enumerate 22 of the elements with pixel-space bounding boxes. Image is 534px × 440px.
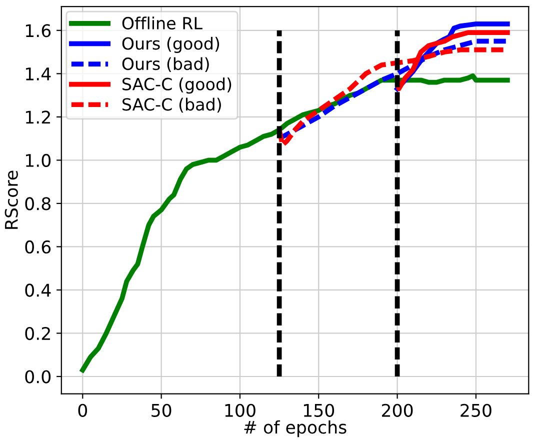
x-tick-label: 100 [225,404,256,417]
x-tick-label: 0 [78,404,88,417]
x-tick-label: 200 [382,404,413,417]
y-tick-label: 0.2 [25,326,50,340]
x-tick-label: 150 [304,404,334,417]
x-tick-label: 50 [152,404,172,417]
legend-label: SAC-C (good) [122,77,232,94]
y-tick-label: 0.4 [25,284,51,297]
y-tick-label: 1.0 [26,154,51,168]
legend-label: SAC-C (bad) [122,98,221,113]
y-tick-label: 0.8 [25,197,50,210]
y-tick-label: 1.6 [26,24,51,38]
y-tick-label: 0.6 [25,240,51,254]
y-axis-title: RScore [4,170,18,229]
x-axis-title: # of epochs [244,420,346,438]
y-tick-label: 1.4 [26,68,51,80]
y-tick-label: 0.0 [25,370,51,384]
y-tick-label: 1.2 [26,110,50,124]
legend-label: Offline RL [122,16,202,30]
legend-label: Ours (bad) [122,57,209,72]
legend-label: Ours (good) [122,36,220,54]
x-tick-label: 250 [460,404,492,417]
